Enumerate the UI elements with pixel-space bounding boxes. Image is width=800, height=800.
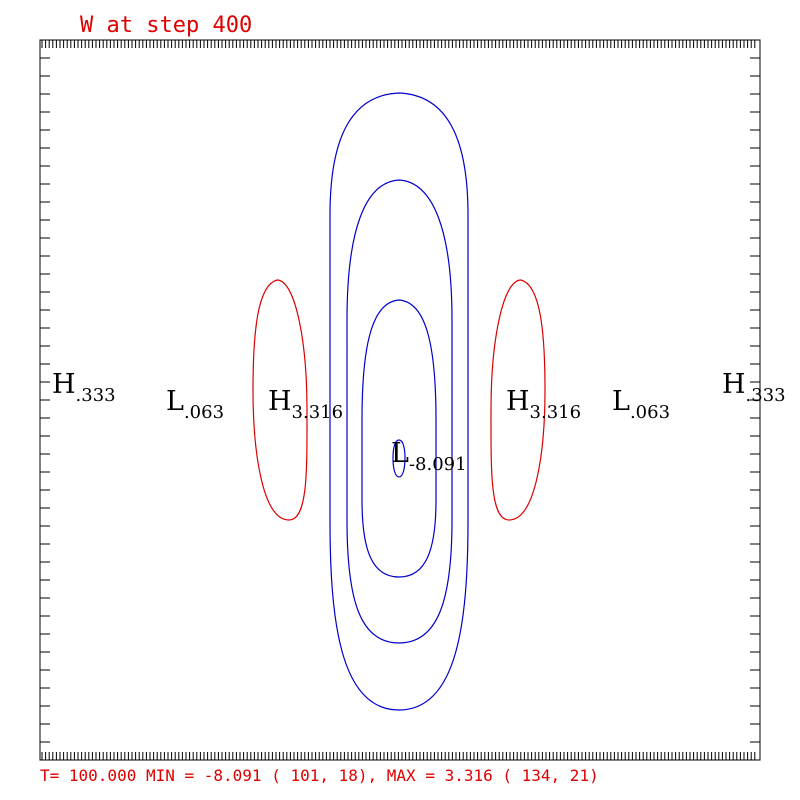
low-label: L.063: [612, 386, 670, 423]
chart-title: W at step 400: [80, 13, 252, 38]
contour-negative-mid: [346, 179, 453, 644]
chart-footer: T= 100.000 MIN = -8.091 ( 101, 18), MAX …: [40, 766, 599, 785]
high-label: H3.316: [268, 386, 343, 423]
contour-negative-inner: [361, 299, 437, 578]
contour-lines: [252, 92, 546, 711]
high-label: H.333: [722, 369, 786, 406]
extrema-labels: H.333 L.063 H3.316 L-8.091 H3.316 L.063 H.333: [52, 369, 786, 475]
high-label: H3.316: [506, 386, 581, 423]
high-label: H.333: [52, 369, 116, 406]
contour-negative-outer: [329, 92, 469, 711]
plot-frame: [39, 39, 761, 761]
low-label: L-8.091: [391, 438, 467, 475]
contour-positive-right: [490, 279, 546, 521]
frame-ticks: [40, 40, 760, 760]
contour-negative-core: [392, 439, 406, 478]
low-label: L.063: [166, 386, 224, 423]
contour-positive-left: [252, 279, 308, 521]
